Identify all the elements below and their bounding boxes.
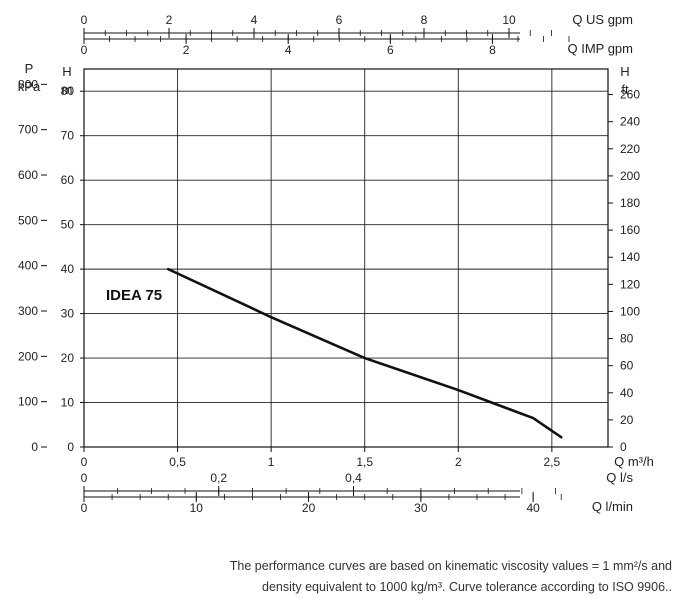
y-tick-label-m: 50 bbox=[61, 218, 75, 232]
y-tick-label-m: 0 bbox=[67, 440, 74, 454]
y-label-h-right: H bbox=[620, 64, 629, 79]
y-tick-label-kpa: 300 bbox=[18, 304, 38, 318]
x-tick-label: 1 bbox=[268, 455, 275, 469]
secondary-tick-label: 6 bbox=[336, 13, 343, 27]
y-tick-label-m: 70 bbox=[61, 129, 75, 143]
secondary-tick-label: 0 bbox=[81, 43, 88, 57]
secondary-tick-label: 30 bbox=[414, 501, 428, 515]
y-label-p: P bbox=[25, 61, 34, 76]
x-axis-label: Q m³/h bbox=[614, 454, 654, 469]
y-tick-label-kpa: 600 bbox=[18, 168, 38, 182]
x-tick-label: 2,5 bbox=[544, 455, 561, 469]
y-tick-label-m: 30 bbox=[61, 307, 75, 321]
y-tick-label-ft: 0 bbox=[620, 440, 627, 454]
secondary-tick-label: 20 bbox=[302, 501, 316, 515]
chart-ticks: 0 0,5 1 1,5 2 2,5 Q m³/h0010100202003030040400… bbox=[18, 12, 654, 515]
y-tick-label-kpa: 500 bbox=[18, 213, 38, 227]
y-tick-label-ft: 80 bbox=[620, 332, 634, 346]
y-tick-label-ft: 40 bbox=[620, 386, 634, 400]
secondary-tick-label: 10 bbox=[190, 501, 204, 515]
secondary-tick-label: 10 bbox=[502, 13, 516, 27]
y-tick-label-ft: 60 bbox=[620, 359, 634, 373]
x-tick-label: 0 bbox=[81, 455, 88, 469]
secondary-tick-label: 2 bbox=[183, 43, 190, 57]
secondary-tick-label: 4 bbox=[251, 13, 258, 27]
plot-frame bbox=[83, 68, 609, 448]
y-tick-label-kpa: 800 bbox=[18, 77, 38, 91]
series-line-idea-75 bbox=[166, 267, 563, 439]
chart-grid bbox=[84, 69, 608, 447]
y-label-h: H bbox=[62, 64, 71, 79]
y-tick-label-kpa: 0 bbox=[31, 440, 38, 454]
secondary-tick-label: 4 bbox=[285, 43, 292, 57]
y-label-kpa: kPa bbox=[18, 79, 41, 94]
y-tick-label-ft: 180 bbox=[620, 196, 640, 210]
secondary-axis-label: Q IMP gpm bbox=[567, 41, 633, 56]
y-tick-label-kpa: 400 bbox=[18, 259, 38, 273]
y-tick-label-m: 80 bbox=[61, 84, 75, 98]
secondary-tick-label: 8 bbox=[489, 43, 496, 57]
x-tick-label: 2 bbox=[455, 455, 462, 469]
y-tick-label-ft: 200 bbox=[620, 169, 640, 183]
performance-note: The performance curves are based on kine… bbox=[112, 556, 672, 598]
y-tick-label-m: 40 bbox=[61, 262, 75, 276]
y-tick-label-ft: 160 bbox=[620, 223, 640, 237]
secondary-tick-label: 0 bbox=[81, 501, 88, 515]
y-label-m: m bbox=[62, 82, 73, 97]
secondary-tick-label: 0,4 bbox=[345, 471, 362, 485]
y-tick-label-ft: 220 bbox=[620, 142, 640, 156]
y-tick-label-m: 10 bbox=[61, 396, 75, 410]
secondary-tick-label: 8 bbox=[421, 13, 428, 27]
note-line-2: density equivalent to 1000 kg/m³. Curve … bbox=[262, 580, 672, 594]
secondary-axis-label: Q l/s bbox=[606, 470, 633, 485]
y-tick-label-kpa: 200 bbox=[18, 349, 38, 363]
y-tick-label-ft: 120 bbox=[620, 277, 640, 291]
y-tick-label-ft: 260 bbox=[620, 88, 640, 102]
y-tick-label-m: 20 bbox=[61, 351, 75, 365]
chart-axes bbox=[83, 32, 609, 498]
y-tick-label-m: 60 bbox=[61, 173, 75, 187]
secondary-tick-label: 0 bbox=[81, 13, 88, 27]
secondary-tick-label: 0,2 bbox=[210, 471, 227, 485]
secondary-axis-label: Q US gpm bbox=[572, 12, 633, 27]
secondary-tick-label: 2 bbox=[166, 13, 173, 27]
pump-performance-chart: 0 0,5 1 1,5 2 2,5 Q m³/h0010100202003030040400… bbox=[18, 12, 654, 515]
note-line-1: The performance curves are based on kine… bbox=[229, 559, 672, 573]
y-tick-label-ft: 240 bbox=[620, 115, 640, 129]
y-tick-label-kpa: 700 bbox=[18, 123, 38, 137]
secondary-tick-label: 40 bbox=[526, 501, 540, 515]
y-tick-label-ft: 100 bbox=[620, 304, 640, 318]
chart-series: IDEA 75 bbox=[106, 267, 563, 439]
x-tick-label: 0,5 bbox=[169, 455, 186, 469]
y-tick-label-ft: 140 bbox=[620, 250, 640, 264]
series-label: IDEA 75 bbox=[106, 287, 162, 304]
y-label-ft: ft bbox=[621, 82, 629, 97]
secondary-axis-label: Q l/min bbox=[592, 499, 633, 514]
y-tick-label-ft: 20 bbox=[620, 413, 634, 427]
x-tick-label: 1,5 bbox=[356, 455, 373, 469]
secondary-tick-label: 0 bbox=[81, 471, 88, 485]
secondary-tick-label: 6 bbox=[387, 43, 394, 57]
y-tick-label-kpa: 100 bbox=[18, 395, 38, 409]
